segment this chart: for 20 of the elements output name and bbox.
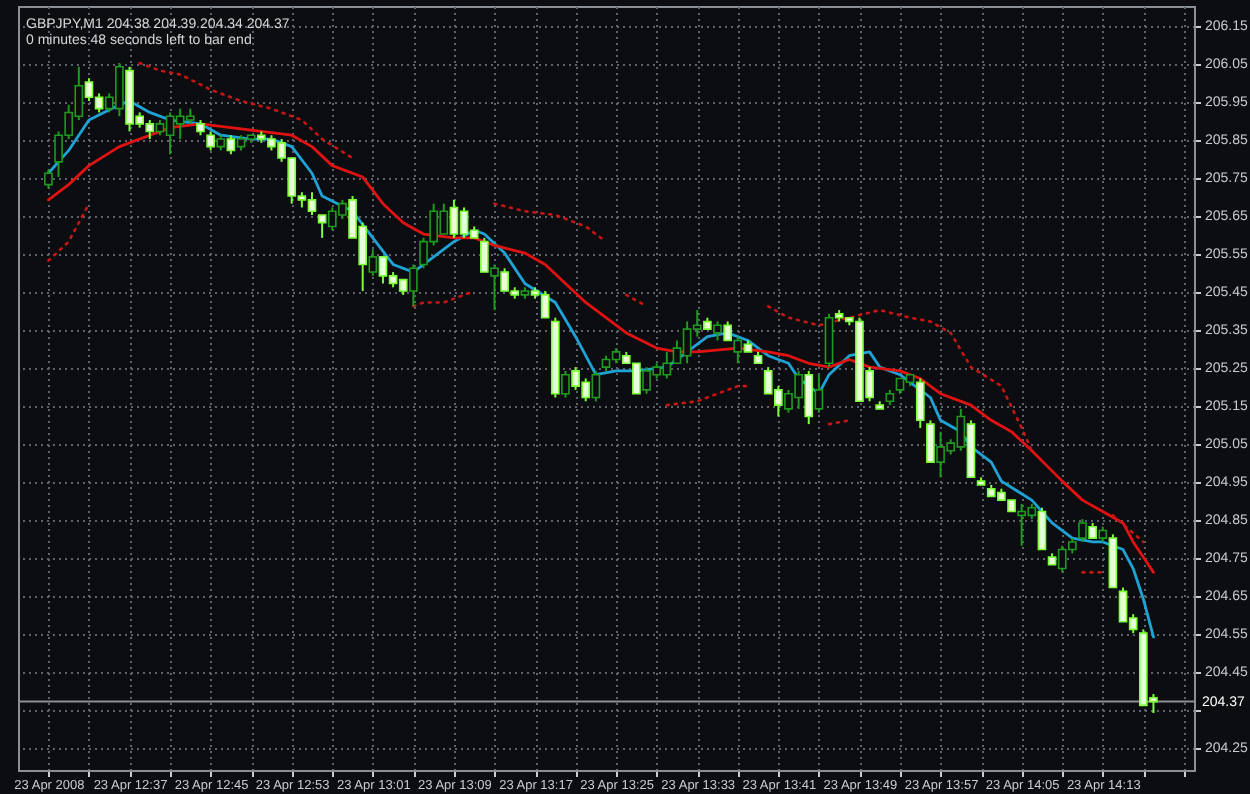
candlestick: [1078, 518, 1087, 543]
candlestick: [490, 263, 499, 312]
candlestick: [824, 312, 834, 369]
candlestick: [317, 214, 327, 239]
candlestick: [480, 236, 489, 274]
candlestick: [915, 377, 925, 429]
candlestick: [226, 134, 236, 156]
candlestick: [206, 130, 215, 152]
candlestick: [44, 168, 53, 190]
candlestick: [368, 248, 378, 277]
candlestick: [814, 373, 824, 414]
candlestick: [926, 419, 935, 464]
candlestick: [713, 320, 722, 342]
candlestick: [1037, 506, 1047, 551]
candlestick: [591, 369, 601, 403]
candlestick: [723, 320, 732, 342]
candlestick: [409, 263, 418, 308]
candlestick: [733, 335, 743, 365]
candlestick: [561, 369, 570, 399]
candlestick: [804, 369, 814, 426]
